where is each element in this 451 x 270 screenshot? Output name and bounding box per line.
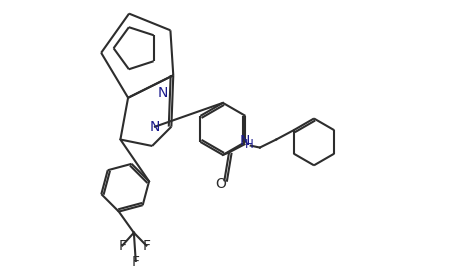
Text: H: H bbox=[245, 138, 253, 151]
Text: N: N bbox=[150, 120, 160, 134]
Text: N: N bbox=[157, 86, 168, 100]
Text: N: N bbox=[240, 134, 250, 148]
Text: F: F bbox=[132, 255, 140, 269]
Text: O: O bbox=[216, 177, 226, 191]
Text: F: F bbox=[143, 239, 150, 252]
Text: F: F bbox=[118, 239, 126, 252]
